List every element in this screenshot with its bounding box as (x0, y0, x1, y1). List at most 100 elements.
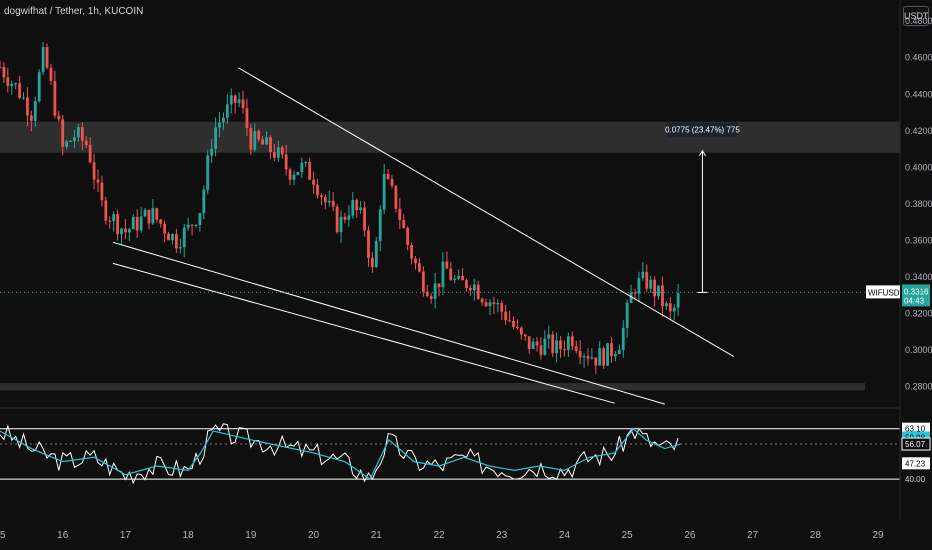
candle-body (590, 357, 594, 359)
candle-body (41, 47, 45, 73)
candle-body (280, 147, 284, 155)
candle-body (480, 298, 484, 303)
candle-body (0, 66, 2, 68)
candle-body (92, 162, 96, 180)
candle-body (112, 214, 116, 222)
measure-tool: 0.0775 (23.47%) 775 (665, 122, 740, 293)
candle-body (237, 99, 241, 103)
rsi-ma-line (0, 428, 681, 480)
candle-body (241, 99, 245, 109)
candle-body (88, 145, 92, 163)
candle-body (10, 83, 14, 86)
x-tick-14: 29 (872, 530, 884, 541)
candle-body (606, 343, 609, 366)
candle-body (641, 271, 645, 279)
candle-body (516, 326, 519, 328)
y-tick-10: 0.2800 (905, 382, 932, 392)
candle-body (402, 220, 406, 228)
countdown-label: 04:43 (904, 296, 925, 305)
candle-body (159, 219, 163, 224)
supply-demand-zones (0, 121, 900, 391)
chart-title: dogwifhat / Tether, 1h, KUCOIN (4, 6, 144, 17)
candle-body (394, 185, 398, 209)
candle-body (18, 83, 21, 98)
y-tick-5: 0.3800 (905, 199, 932, 209)
candle-body (476, 284, 480, 299)
candle-body (508, 320, 511, 322)
candle-body (457, 275, 461, 279)
candle-body (171, 234, 174, 241)
candle-body (167, 233, 170, 241)
candle-body (586, 356, 590, 359)
candle-body (355, 199, 359, 211)
measure-label: 0.0775 (23.47%) 775 (665, 126, 740, 135)
currency-button[interactable]: USDT (903, 6, 929, 26)
candle-body (65, 141, 69, 147)
candle-body (100, 182, 104, 201)
candle-body (531, 341, 535, 349)
candle-body (566, 336, 570, 351)
candle-body (390, 178, 394, 186)
candle-body (351, 199, 355, 216)
candle-body (492, 302, 496, 305)
candle-body (108, 220, 112, 222)
candle-body (664, 303, 668, 307)
candle-body (249, 128, 253, 150)
candle-body (374, 241, 378, 268)
candle-body (116, 214, 119, 235)
candle-body (6, 77, 10, 86)
candle-body (343, 216, 347, 220)
candle-body (574, 346, 578, 351)
candle-body (410, 244, 413, 259)
candle-body (33, 101, 37, 121)
candle-body (49, 67, 53, 81)
candle-body (472, 284, 476, 291)
candle-body (559, 340, 562, 350)
candle-body (629, 292, 633, 303)
candle-body (661, 285, 664, 307)
candle-body (174, 234, 178, 249)
x-tick-3: 18 (183, 530, 195, 541)
x-tick-2: 17 (120, 530, 132, 541)
rsi-label-box-2 (901, 437, 931, 451)
candle-body (633, 292, 637, 294)
candle-body (22, 97, 25, 99)
candle-body (461, 275, 464, 281)
candle-body (143, 209, 147, 217)
candle-body (257, 130, 261, 140)
candle-body (214, 127, 217, 149)
candle-body (523, 334, 527, 337)
candle-body (594, 357, 598, 366)
candle-body (163, 223, 167, 234)
candle-body (76, 127, 80, 138)
candle-body (339, 216, 343, 233)
candle-body (649, 279, 653, 289)
candle-body (2, 67, 6, 78)
y-tick-1: 0.4600 (905, 53, 932, 63)
candle-body (218, 122, 221, 128)
candle-body (323, 197, 327, 203)
x-tick-7: 22 (433, 530, 445, 541)
candle-body (602, 348, 606, 366)
y-tick-9: 0.3000 (905, 345, 932, 355)
candle-body (276, 147, 280, 158)
candle-body (672, 307, 676, 312)
symbol-label: WIFUSDT (868, 288, 905, 297)
candle-body (178, 247, 182, 249)
candle-body (504, 311, 508, 321)
candle-body (245, 108, 249, 129)
candle-body (308, 162, 312, 180)
candle-body (29, 115, 33, 121)
candle-body (96, 179, 100, 183)
candle-body (382, 173, 386, 210)
candle-body (543, 338, 547, 355)
candle-body (527, 336, 531, 349)
x-tick-5: 20 (308, 530, 320, 541)
candle-body (296, 172, 300, 175)
candle-body (386, 173, 390, 179)
candle-body (370, 257, 374, 268)
x-tick-13: 28 (810, 530, 822, 541)
candle-body (53, 80, 57, 116)
candle-body (272, 151, 276, 158)
